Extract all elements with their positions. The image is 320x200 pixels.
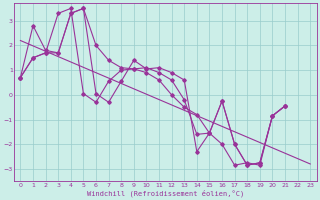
X-axis label: Windchill (Refroidissement éolien,°C): Windchill (Refroidissement éolien,°C) bbox=[87, 189, 244, 197]
